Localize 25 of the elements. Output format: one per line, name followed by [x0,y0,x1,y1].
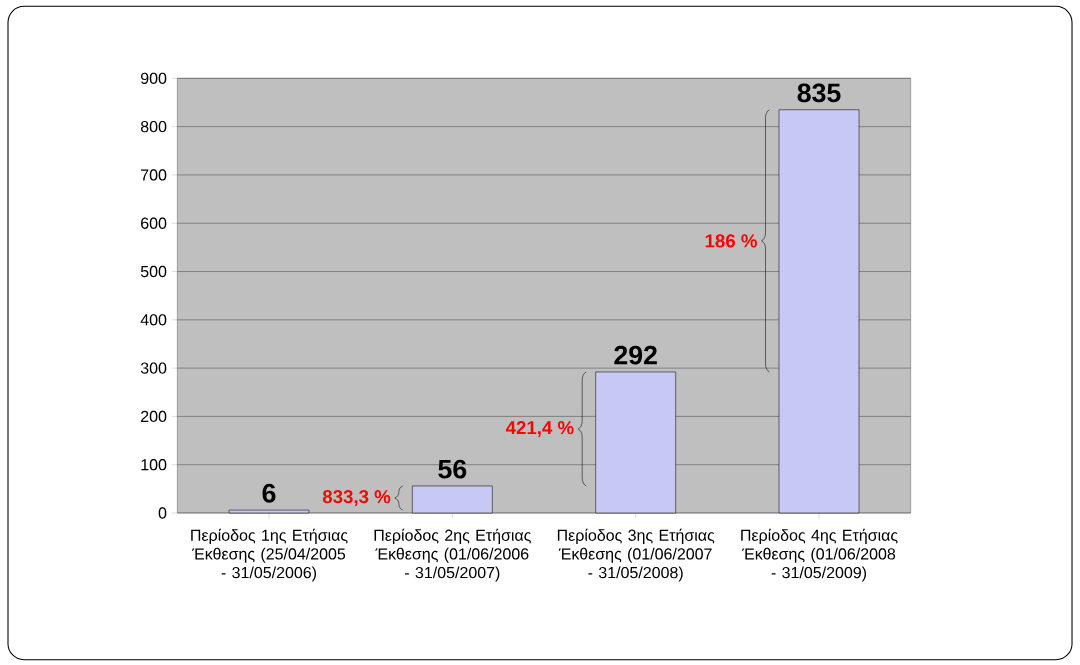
data-label: 835 [797,83,841,103]
bar [595,371,676,514]
y-tick-label: 100 [141,459,167,471]
annotation: 833,3 % [322,490,391,506]
y-tick-label: 0 [158,507,167,519]
bar [778,109,860,514]
y-tick-label: 200 [141,410,167,423]
x-tick-label: Περίοδος 3ης Ετήσιας Έκθεσης (01/06/2007 - 31/05/2008) [557,528,715,582]
x-tick-label: Περίοδος 4ης Ετήσιας Έκθεσης (01/06/2008 - 31/05/2009) [741,528,898,582]
annotation: 421,4 % [505,420,574,437]
bar [412,485,493,514]
y-tick-label: 400 [140,314,167,326]
y-tick-label: 500 [140,265,167,278]
x-tick-label: Περίοδος 1ης Ετήσιας Έκθεσης (25/04/2005 - 31/05/2006) [191,528,348,582]
y-tick-label: 900 [141,72,167,84]
y-tick-label: 300 [140,362,167,374]
data-label: 6 [262,483,276,503]
data-label: 292 [614,345,657,365]
y-tick-label: 600 [141,217,167,229]
x-tick-label: Περίοδος 2ης Ετήσιας Έκθεσης (01/06/2006 - 31/05/2007) [374,528,531,582]
y-tick-label: 800 [140,120,167,133]
data-label: 56 [438,459,467,479]
bar [228,509,310,514]
annotation: 186 % [705,234,757,248]
y-tick-label: 700 [141,169,167,181]
